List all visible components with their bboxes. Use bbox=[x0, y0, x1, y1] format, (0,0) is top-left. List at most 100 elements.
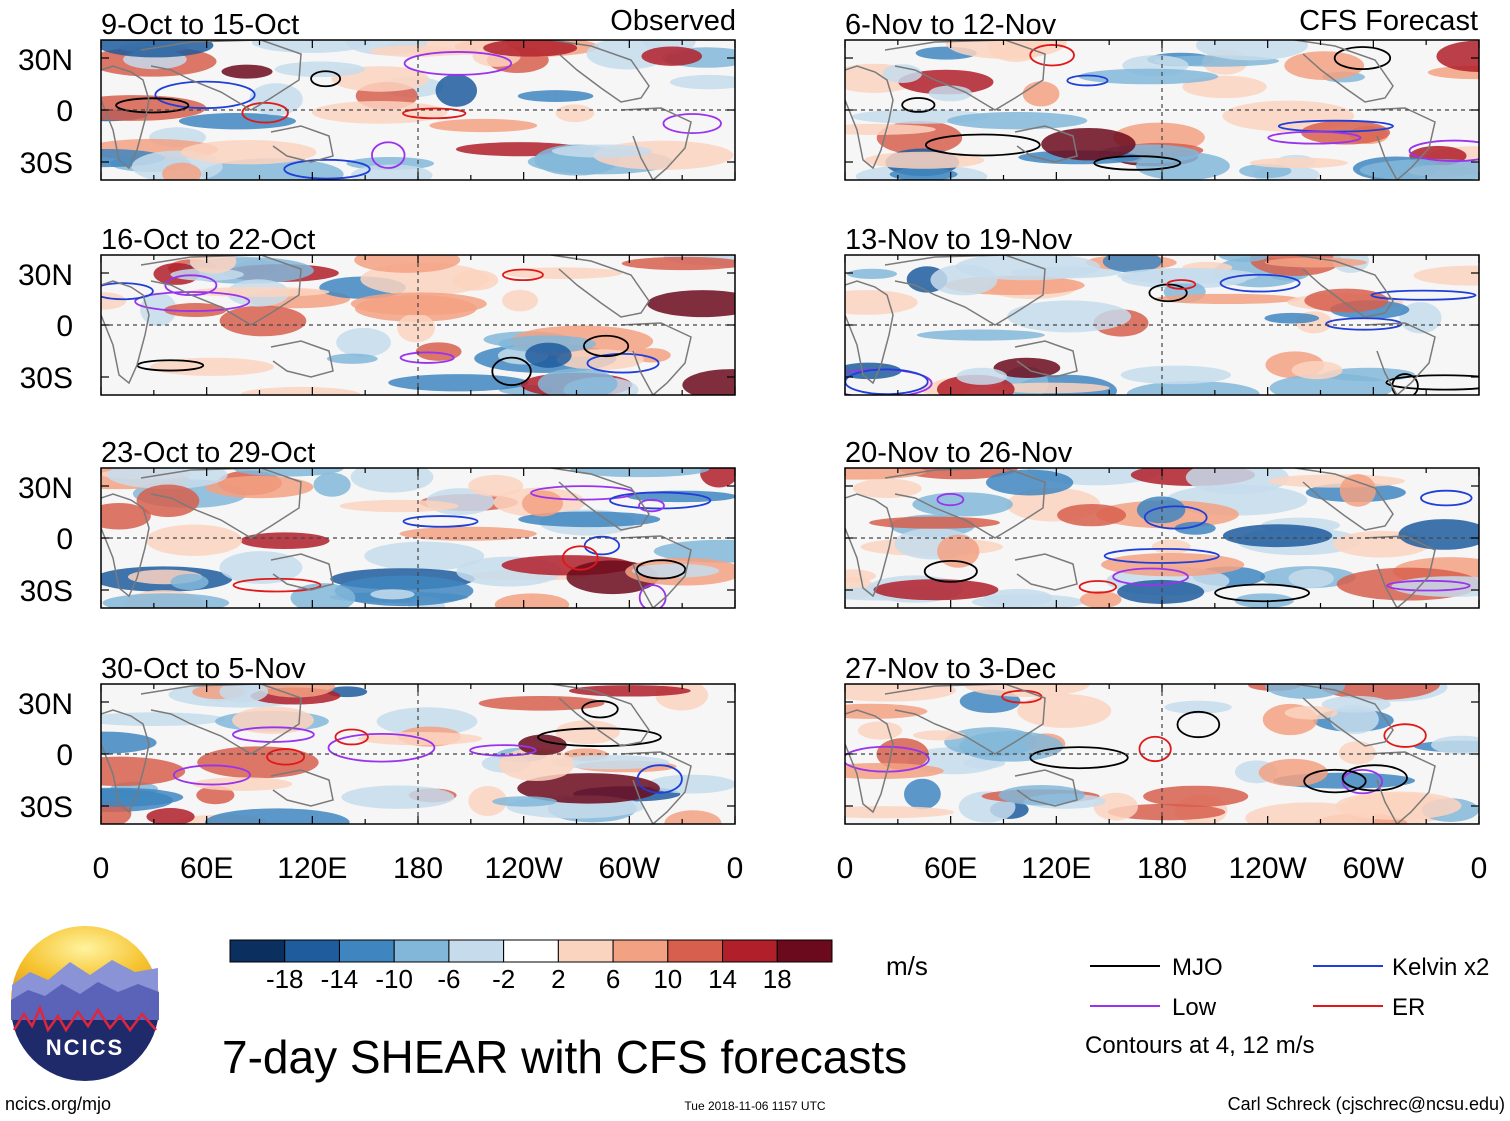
shear-anomaly-blob bbox=[101, 787, 184, 807]
panel-fc-3: 20-Nov to 26-Nov bbox=[844, 437, 1480, 609]
x-tick-label: 0 bbox=[93, 852, 110, 885]
continent-outline bbox=[845, 65, 894, 170]
x-axis-labels: 0 60E 120E 180 120W 60W 0 0 60E 120E 180 120W 60W 0 bbox=[93, 852, 1488, 885]
logo-text: NCICS bbox=[46, 1035, 124, 1060]
shear-anomaly-blob bbox=[257, 684, 335, 698]
shear-anomaly-blob bbox=[326, 353, 378, 364]
contour-line bbox=[402, 515, 479, 528]
shading-layer bbox=[845, 468, 1479, 608]
contour-line bbox=[1176, 710, 1221, 739]
contour-line bbox=[845, 745, 930, 773]
footer-credit[interactable]: Carl Schreck (cjschrec@ncsu.edu) bbox=[1228, 1094, 1505, 1114]
shear-anomaly-blob bbox=[1143, 785, 1249, 808]
contour-line bbox=[583, 535, 621, 556]
contour-line bbox=[1386, 579, 1471, 592]
shear-anomaly-blob bbox=[869, 516, 1000, 529]
panel-grid: 9-Oct to 15-Oct 30N 0 30S 16-Oct to 22-Oct 30… bbox=[18, 9, 1480, 825]
contour-line bbox=[1112, 567, 1189, 586]
colorbar-label: 18 bbox=[763, 964, 792, 994]
shear-anomaly-blob bbox=[1391, 576, 1479, 597]
shear-anomaly-blob bbox=[517, 773, 660, 804]
continent-outline bbox=[845, 280, 894, 385]
shear-anomaly-blob bbox=[555, 104, 595, 123]
shear-anomaly-blob bbox=[1431, 735, 1479, 755]
shear-anomaly-blob bbox=[101, 712, 226, 727]
y-tick-label: 30N bbox=[18, 472, 73, 505]
shear-anomaly-blob bbox=[1041, 127, 1136, 161]
contour-line bbox=[1383, 723, 1427, 748]
continent-outline bbox=[620, 535, 692, 608]
continent-outline bbox=[101, 493, 150, 598]
forecast-label: CFS Forecast bbox=[1299, 5, 1478, 37]
contour-line bbox=[923, 559, 978, 583]
contour-line bbox=[115, 97, 190, 114]
contour-line bbox=[1277, 119, 1394, 133]
contour-line bbox=[1214, 583, 1310, 603]
shear-anomaly-blob bbox=[700, 468, 735, 488]
panel-obs-3: 23-Oct to 29-Oct 30N 0 30S bbox=[18, 437, 736, 609]
continent-outline bbox=[1364, 535, 1436, 608]
contour-line bbox=[1385, 374, 1479, 391]
panel-title: 27-Nov to 3-Dec bbox=[845, 653, 1056, 685]
shear-anomaly-blob bbox=[1185, 468, 1289, 495]
continent-outline bbox=[1014, 340, 1078, 378]
colorbar-bin bbox=[776, 939, 833, 963]
continent-outline bbox=[1014, 125, 1078, 163]
contour-line bbox=[283, 158, 371, 180]
continent-outline bbox=[1294, 684, 1394, 747]
continent-outline bbox=[101, 65, 150, 170]
shear-anomaly-blob bbox=[956, 367, 1008, 385]
shear-anomaly-blob bbox=[221, 64, 273, 79]
contour-line bbox=[232, 726, 315, 743]
shear-anomaly-blob bbox=[1268, 474, 1406, 488]
shear-anomaly-blob bbox=[1288, 568, 1334, 588]
shear-anomaly-blob bbox=[517, 90, 594, 103]
shear-anomaly-blob bbox=[339, 499, 459, 513]
contour-line bbox=[101, 282, 154, 301]
contour-line bbox=[561, 545, 599, 571]
shear-anomaly-blob bbox=[1151, 539, 1191, 554]
shear-anomaly-blob bbox=[537, 368, 618, 395]
contour-line bbox=[491, 356, 532, 386]
panel-obs-1: 9-Oct to 15-Oct 30N 0 30S bbox=[18, 9, 736, 181]
shear-anomaly-blob bbox=[492, 796, 558, 807]
shear-anomaly-blob bbox=[106, 468, 228, 489]
continent-outline bbox=[270, 769, 334, 807]
continent-outline bbox=[1294, 468, 1394, 531]
figure-title: 7-day SHEAR with CFS forecasts bbox=[222, 1031, 907, 1083]
shear-anomaly-blob bbox=[233, 468, 344, 477]
shear-anomaly-blob bbox=[1222, 524, 1333, 548]
shear-anomaly-blob bbox=[1174, 521, 1216, 535]
footer-site[interactable]: ncics.org/mjo bbox=[5, 1094, 111, 1114]
shear-anomaly-blob bbox=[653, 539, 735, 563]
shading-layer bbox=[845, 255, 1479, 395]
colorbar-bin bbox=[667, 939, 724, 963]
continent-outline bbox=[270, 553, 334, 591]
shear-anomaly-blob bbox=[170, 573, 209, 591]
shear-anomaly-blob bbox=[845, 806, 955, 819]
shear-anomaly-blob bbox=[205, 475, 314, 499]
shear-anomaly-blob bbox=[483, 40, 578, 57]
shear-anomaly-blob bbox=[498, 747, 575, 781]
contour-line bbox=[636, 559, 687, 580]
shear-anomaly-blob bbox=[101, 292, 127, 310]
contour-line bbox=[232, 577, 322, 593]
colorbar-label: -18 bbox=[266, 964, 304, 994]
shear-anomaly-blob bbox=[162, 162, 202, 180]
y-tick-label: 0 bbox=[56, 739, 73, 772]
y-tick-label: 30N bbox=[18, 688, 73, 721]
shear-anomaly-blob bbox=[845, 684, 956, 702]
shear-anomaly-blob bbox=[1284, 51, 1365, 80]
continent-outline bbox=[270, 340, 334, 378]
shear-anomaly-blob bbox=[632, 563, 720, 578]
colorbar-label: 14 bbox=[708, 964, 737, 994]
shear-anomaly-blob bbox=[239, 532, 330, 550]
x-tick-label: 60W bbox=[1342, 852, 1404, 885]
shear-anomaly-blob bbox=[1093, 792, 1138, 821]
shear-anomaly-blob bbox=[1398, 519, 1479, 550]
continent-outline bbox=[550, 40, 650, 103]
footer-timestamp: Tue 2018-11-06 1157 UTC bbox=[684, 1099, 826, 1113]
shear-anomaly-blob bbox=[1264, 312, 1320, 324]
contour-line bbox=[1267, 131, 1362, 145]
